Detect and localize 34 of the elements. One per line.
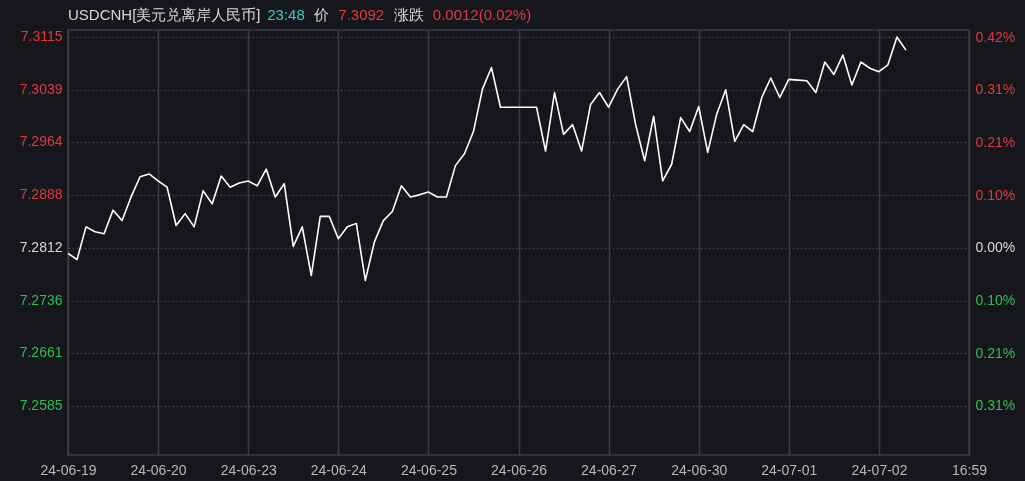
y2-tick-label: 0.42% xyxy=(975,28,1016,45)
y2-tick-label: 0.10% xyxy=(975,292,1016,308)
y2-tick-label: 0.10% xyxy=(975,186,1016,203)
text: 涨跌 xyxy=(393,6,424,23)
y-tick-label: 7.2812 xyxy=(19,239,63,256)
y-tick-label: 7.2736 xyxy=(19,292,63,309)
x-tick-label: 24-06-23 xyxy=(220,461,277,478)
x-tick-label: 24-06-26 xyxy=(490,461,548,478)
x-tick-label: 24-06-25 xyxy=(400,461,458,478)
x-tick-label: 24-06-20 xyxy=(130,461,187,478)
y-tick-label: 7.2964 xyxy=(19,133,63,150)
y2-tick-label: 0.31% xyxy=(975,397,1016,414)
y2-tick-label: 0.21% xyxy=(975,133,1016,150)
text: 23:48 xyxy=(267,6,305,23)
y-tick-label: 7.2661 xyxy=(19,344,63,361)
x-tick-label: 16:59 xyxy=(951,461,988,478)
y2-tick-label: 0.31% xyxy=(975,81,1016,98)
x-tick-label: 24-06-30 xyxy=(671,461,728,478)
text: 7.3092 xyxy=(338,6,385,23)
x-tick-label: 24-06-27 xyxy=(581,461,638,478)
y-tick-label: 7.2888 xyxy=(19,186,63,203)
y2-tick-label: 0.00% xyxy=(975,239,1016,256)
x-tick-label: 24-06-19 xyxy=(40,461,97,478)
chart-title: USDCNH[美元兑离岸人民币] xyxy=(68,6,261,23)
y-tick-label: 7.3115 xyxy=(20,28,63,45)
x-tick-label: 24-06-24 xyxy=(310,461,368,478)
line-series xyxy=(67,36,907,282)
y2-tick-label: 0.21% xyxy=(975,344,1016,361)
y-tick-label: 7.2585 xyxy=(19,397,63,414)
y-tick-label: 7.3039 xyxy=(19,81,63,98)
x-tick-label: 24-07-01 xyxy=(761,461,818,478)
text: 价 xyxy=(313,6,330,23)
x-tick-label: 24-07-02 xyxy=(851,461,908,478)
text: 0.0012(0.02%) xyxy=(432,6,532,23)
